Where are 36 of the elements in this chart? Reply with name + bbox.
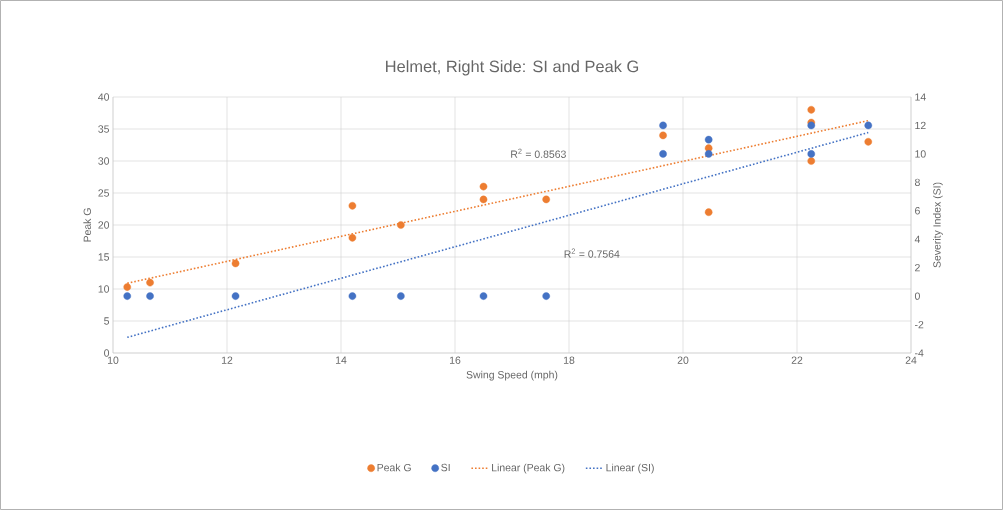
y2-tick-label: 10 [915, 150, 926, 158]
y-tick-label: 15 [98, 253, 110, 261]
y2-tick-label: -4 [915, 349, 924, 357]
y2-tick-label: 8 [914, 178, 920, 187]
chart-title: Helmet, Right Side: SI and Peak G [386, 60, 639, 76]
y-tick-label: 35 [98, 125, 110, 133]
legend-label: Linear (Peak G) [492, 463, 565, 474]
y-tick-label: 40 [98, 93, 110, 101]
legend-label: SI [441, 463, 450, 472]
x-tick-label: 12 [221, 356, 233, 364]
y-tick-label: 10 [98, 285, 110, 293]
x-tick-label: 16 [449, 356, 461, 364]
y-tick-label: 0 [104, 349, 110, 357]
legend-label: Linear (SI) [606, 463, 654, 474]
legend-label: Peak G [377, 463, 411, 472]
y-tick-label: 5 [104, 317, 110, 325]
y-axis-title: Peak G [83, 208, 92, 242]
annotation: R$^{2}$ = 0.8563 [511, 148, 566, 158]
x-tick-label: 20 [677, 356, 689, 364]
x-tick-label: 24 [905, 356, 917, 364]
y2-tick-label: 6 [915, 207, 920, 215]
x-tick-label: 22 [791, 356, 803, 364]
x-tick-label: 14 [335, 356, 347, 364]
y2-axis-title: Severity Index (SI) [933, 182, 943, 268]
annotation: R$^{2}$ = 0.7564 [564, 248, 620, 258]
y-tick-label: 30 [98, 157, 110, 165]
x-axis-title: Swing Speed (mph) [466, 370, 558, 381]
y-tick-label: 20 [98, 221, 110, 229]
y2-tick-label: -2 [915, 320, 924, 329]
y-tick-label: 25 [98, 189, 110, 197]
y2-tick-label: 2 [915, 264, 920, 272]
y2-tick-label: 4 [914, 235, 921, 243]
y2-tick-label: 12 [915, 121, 926, 130]
x-tick-label: 18 [563, 356, 575, 364]
y2-tick-label: 14 [915, 93, 926, 101]
y2-tick-label: 0 [914, 292, 920, 300]
